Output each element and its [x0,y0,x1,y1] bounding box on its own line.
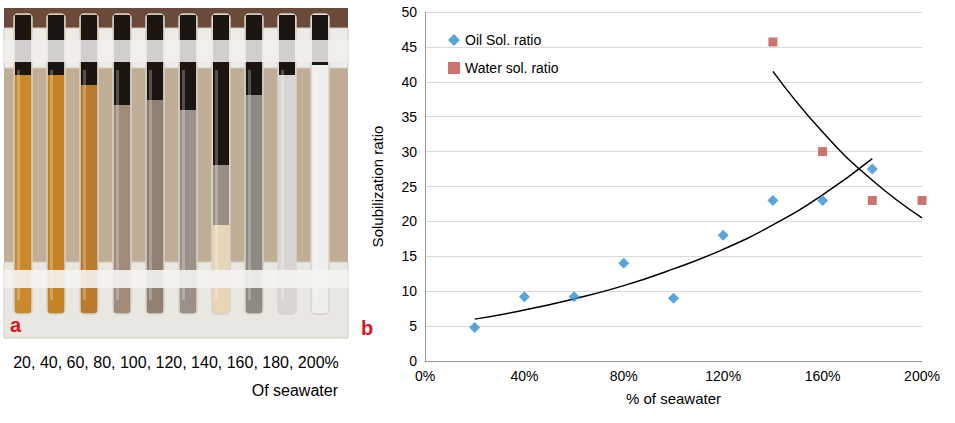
svg-text:35: 35 [401,109,417,125]
svg-text:Solubilization ratio: Solubilization ratio [369,126,386,248]
svg-text:b: b [361,317,373,339]
svg-text:20: 20 [401,213,417,229]
svg-text:50: 50 [401,4,417,20]
svg-text:40: 40 [401,74,417,90]
svg-text:0%: 0% [415,368,435,384]
svg-text:120%: 120% [705,368,741,384]
svg-text:Water sol. ratio: Water sol. ratio [465,60,559,76]
svg-text:80%: 80% [610,368,638,384]
svg-text:40%: 40% [510,368,538,384]
svg-text:5: 5 [409,318,417,334]
svg-text:Oil Sol. ratio: Oil Sol. ratio [465,32,541,48]
svg-text:160%: 160% [805,368,841,384]
svg-text:200%: 200% [904,368,940,384]
svg-text:20, 40, 60, 80, 100, 120, 140,: 20, 40, 60, 80, 100, 120, 140, 160, 180,… [13,354,339,371]
svg-text:% of seawater: % of seawater [626,390,721,407]
svg-text:25: 25 [401,179,417,195]
svg-text:30: 30 [401,144,417,160]
svg-text:15: 15 [401,248,417,264]
svg-text:a: a [10,314,22,336]
svg-text:Of seawater: Of seawater [252,382,339,399]
svg-text:0: 0 [409,353,417,369]
svg-text:10: 10 [401,283,417,299]
svg-text:45: 45 [401,39,417,55]
